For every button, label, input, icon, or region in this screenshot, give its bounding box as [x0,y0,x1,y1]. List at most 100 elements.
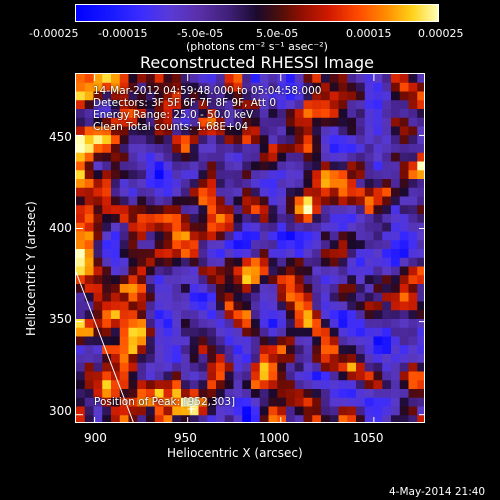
heatmap-cell [338,170,348,180]
heatmap-cell [347,109,357,119]
heatmap-cell [84,319,94,329]
heatmap-cell [154,152,164,162]
heatmap-cell [172,205,182,215]
heatmap-cell [119,406,129,416]
heatmap-cell [399,327,409,337]
heatmap-cell [251,144,261,154]
heatmap-cell [329,301,339,311]
heatmap-cell [286,336,296,346]
heatmap-cell [198,371,208,381]
heatmap-cell [154,231,164,241]
heatmap-cell [84,397,94,407]
heatmap-cell [233,240,243,250]
heatmap-cell [338,275,348,285]
heatmap-cell [207,205,217,215]
heatmap-cell [76,117,86,127]
heatmap-cell [163,345,173,355]
heatmap-cell [391,126,401,136]
heatmap-cell [216,301,226,311]
heatmap-cell [268,389,278,399]
heatmap-cell [224,257,234,267]
heatmap-cell [207,301,217,311]
heatmap-cell [111,275,121,285]
heatmap-cell [391,144,401,154]
heatmap-cell [198,389,208,399]
heatmap-cell [84,389,94,399]
heatmap-cell [216,345,226,355]
heatmap-cell [399,170,409,180]
heatmap-cell [216,319,226,329]
heatmap-cell [198,292,208,302]
heatmap-cell [338,214,348,224]
heatmap-cell [294,389,304,399]
heatmap-cell [356,152,366,162]
heatmap-cell [259,266,269,276]
heatmap-cell [84,240,94,250]
heatmap-cell [111,284,121,294]
heatmap-cell [102,389,112,399]
heatmap-cell [216,82,226,92]
heatmap-cell [181,362,191,372]
heatmap-cell [137,327,147,337]
heatmap-cell [84,275,94,285]
heatmap-cell [216,135,226,145]
heatmap-cell [338,397,348,407]
heatmap-cell [111,266,121,276]
heatmap-cell [321,389,331,399]
heatmap-cell [312,117,322,127]
heatmap-cell [321,126,331,136]
heatmap-cell [233,319,243,329]
heatmap-cell [76,301,86,311]
heatmap-cell [163,126,173,136]
heatmap-cell [251,222,261,232]
heatmap-cell [321,292,331,302]
heatmap-cell [84,327,94,337]
heatmap-cell [181,222,191,232]
heatmap-cell [338,91,348,101]
heatmap-cell [321,257,331,267]
heatmap-cell [338,371,348,381]
heatmap-cell [277,249,287,259]
x-tick-label: 900 [84,431,107,445]
heatmap-cell [84,415,94,422]
heatmap-cell [364,362,374,372]
heatmap-cell [286,100,296,110]
detectors-text: Detectors: 3F 5F 6F 7F 8F 9F, Att 0 [93,97,277,109]
heatmap-cell [181,179,191,189]
heatmap-cell [329,196,339,206]
solar-limb-line [76,271,134,422]
heatmap-cell [303,196,313,206]
heatmap-cell [338,336,348,346]
heatmap-cell [172,292,182,302]
heatmap-cell [373,380,383,390]
heatmap-cell [119,231,129,241]
heatmap-cell [216,170,226,180]
heatmap-cell [233,354,243,364]
heatmap-cell [417,389,424,399]
heatmap-cell [329,126,339,136]
heatmap-cell [128,275,138,285]
heatmap-cell [119,301,129,311]
heatmap-cell [102,336,112,346]
heatmap-cell [189,100,199,110]
heatmap-cell [382,266,392,276]
heatmap-cell [189,319,199,329]
heatmap-cell [189,415,199,422]
heatmap-cell [189,389,199,399]
heatmap-cell [137,240,147,250]
heatmap-cell [242,126,252,136]
heatmap-cell [216,231,226,241]
heatmap-cell [76,292,86,302]
heatmap-cell [277,327,287,337]
heatmap-cell [382,161,392,171]
heatmap-cell [329,231,339,241]
heatmap-cell [294,161,304,171]
heatmap-cell [364,284,374,294]
heatmap-cell [259,214,269,224]
heatmap-cell [119,74,129,84]
heatmap-cell [137,371,147,381]
heatmap-cell [259,100,269,110]
heatmap-cell [76,152,86,162]
heatmap-cell [373,292,383,302]
heatmap-cell [294,109,304,119]
